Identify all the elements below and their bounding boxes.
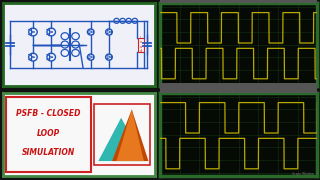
Text: Scope Window: Scope Window <box>292 172 314 176</box>
Text: L
o
a
d: L o a d <box>140 36 142 53</box>
Bar <box>94 104 150 165</box>
Text: LOOP: LOOP <box>36 129 60 138</box>
Bar <box>6 97 91 172</box>
Text: SIMULATION: SIMULATION <box>21 148 75 157</box>
Bar <box>160 0 317 3</box>
Text: PSFB - CLOSED: PSFB - CLOSED <box>16 109 80 118</box>
Bar <box>138 38 144 51</box>
Polygon shape <box>112 109 148 161</box>
Bar <box>160 83 317 93</box>
Polygon shape <box>116 109 144 161</box>
Polygon shape <box>98 118 146 161</box>
